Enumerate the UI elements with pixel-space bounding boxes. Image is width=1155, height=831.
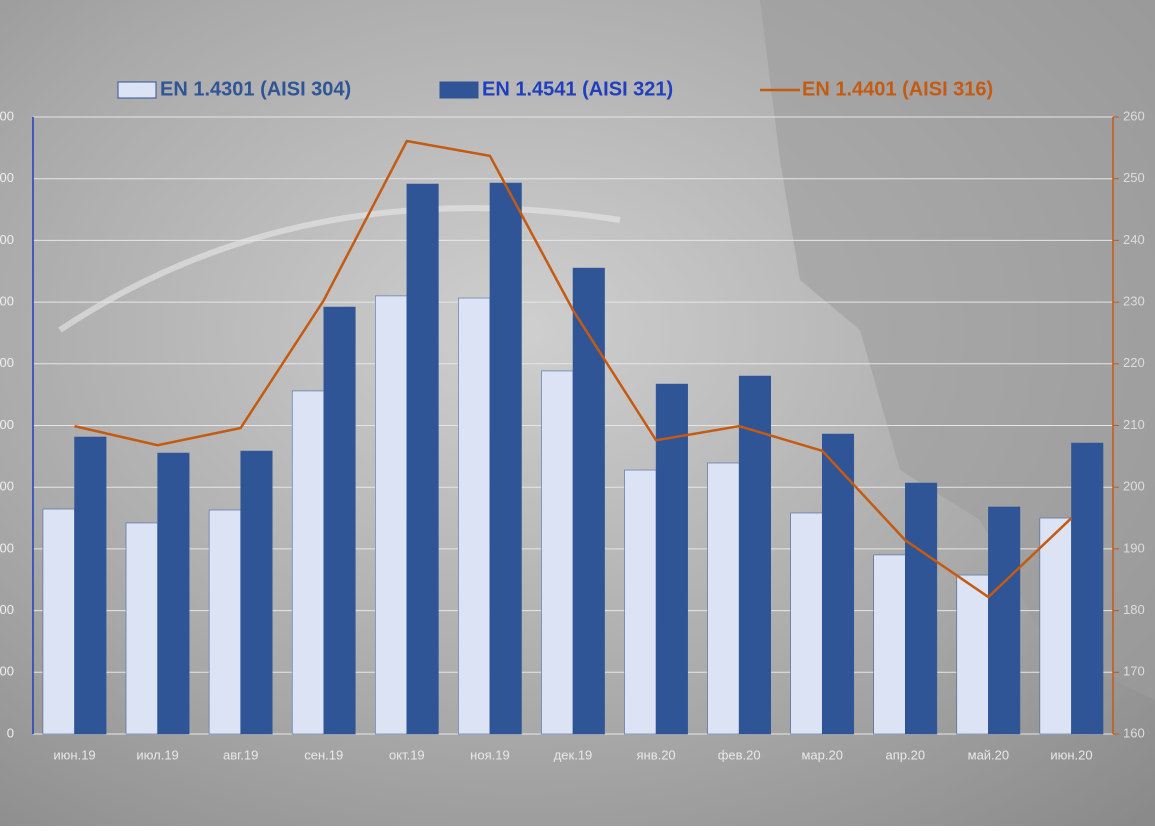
bar	[1071, 442, 1104, 735]
y2-tick-label: 190	[1123, 540, 1145, 555]
bar	[375, 295, 408, 735]
bar	[208, 509, 241, 735]
y-tick-label: 1500	[0, 540, 14, 555]
x-tick-label: янв.20	[636, 747, 675, 762]
bar	[406, 183, 439, 735]
y2-tick-label: 250	[1123, 170, 1145, 185]
bar	[74, 436, 107, 735]
x-tick-label: фев.20	[718, 747, 761, 762]
x-tick-label: сен.19	[304, 747, 343, 762]
bar	[956, 574, 989, 735]
x-tick-label: дек.19	[554, 747, 593, 762]
y-tick-label: 500	[0, 664, 14, 679]
bar	[240, 450, 273, 735]
x-tick-label: июн.20	[1050, 747, 1092, 762]
y2-tick-label: 230	[1123, 294, 1145, 309]
legend-swatch	[439, 81, 479, 99]
bar	[905, 482, 938, 735]
legend-label: EN 1.4541 (AISI 321)	[482, 78, 673, 100]
bar	[541, 370, 574, 735]
y-tick-label: 3000	[0, 355, 14, 370]
y-tick-label: 3500	[0, 294, 14, 309]
bar	[572, 267, 605, 735]
y2-tick-label: 240	[1123, 232, 1145, 247]
swoosh	[58, 205, 621, 333]
y-tick-label: 0	[7, 725, 14, 740]
bar	[489, 182, 522, 735]
bar	[988, 506, 1021, 735]
bar	[707, 462, 740, 735]
y-tick-label: 1000	[0, 602, 14, 617]
y2-tick-label: 210	[1123, 417, 1145, 432]
y2-tick-label: 160	[1123, 725, 1145, 740]
x-tick-label: авг.19	[223, 747, 258, 762]
x-tick-label: апр.20	[886, 747, 926, 762]
legend-label: EN 1.4401 (AISI 316)	[802, 78, 993, 100]
bar	[873, 554, 906, 735]
y2-tick-label: 180	[1123, 602, 1145, 617]
y-tick-label: 2500	[0, 417, 14, 432]
line	[74, 139, 1073, 599]
legend-label: EN 1.4301 (AISI 304)	[160, 78, 351, 100]
x-tick-label: июн.19	[53, 747, 95, 762]
y2-tick-label: 170	[1123, 664, 1145, 679]
x-tick-label: мар.20	[801, 747, 842, 762]
bar	[323, 306, 356, 735]
y-tick-label: 4000	[0, 232, 14, 247]
bar	[738, 375, 771, 735]
bar	[624, 469, 657, 735]
bar	[1039, 517, 1072, 735]
bar	[655, 383, 688, 735]
bar	[821, 433, 855, 735]
bar	[458, 297, 491, 735]
bar	[125, 522, 158, 735]
x-tick-label: июл.19	[136, 747, 178, 762]
y-tick-label: 2000	[0, 479, 14, 494]
x-tick-label: май.20	[968, 747, 1010, 762]
bar	[42, 508, 75, 735]
bar	[790, 512, 823, 735]
y2-tick-label: 260	[1123, 108, 1145, 123]
y-tick-label: 5000	[0, 108, 14, 123]
bar	[157, 452, 190, 735]
y2-tick-label: 220	[1123, 355, 1145, 370]
y2-tick-label: 200	[1123, 479, 1145, 494]
x-tick-label: ноя.19	[470, 747, 510, 762]
bar	[291, 390, 325, 735]
legend-swatch	[117, 81, 157, 99]
x-tick-label: окт.19	[389, 747, 425, 762]
y-tick-label: 4500	[0, 170, 14, 185]
